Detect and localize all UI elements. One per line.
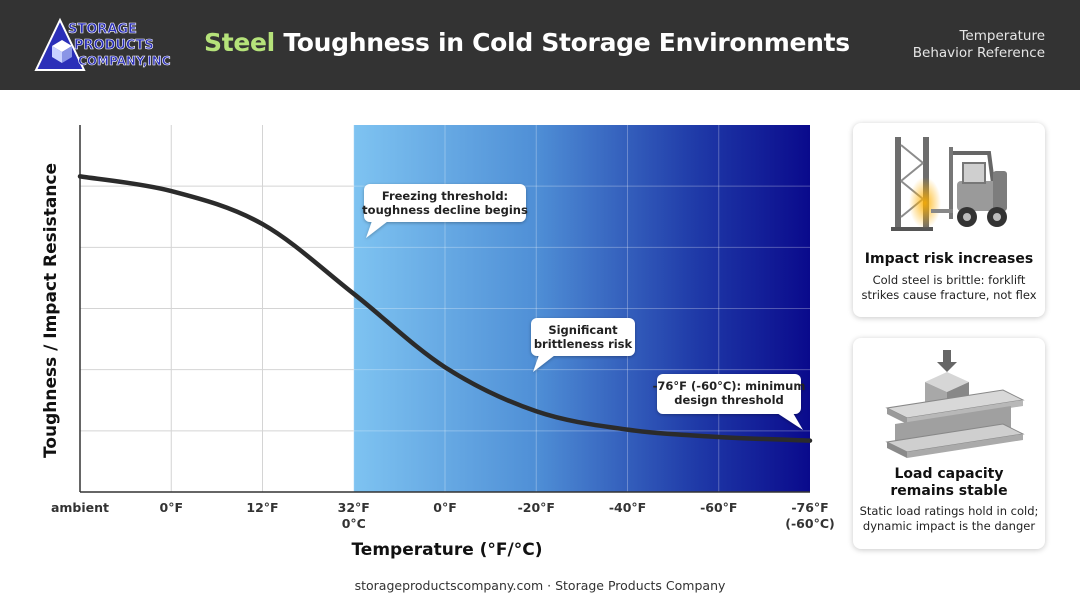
- card-impact-body: Cold steel is brittle: forklift strikes …: [859, 273, 1039, 303]
- x-tick-label-line: 0°F: [160, 500, 184, 515]
- steel-beam-load-icon: [885, 350, 1025, 458]
- x-tick-label-line: (-60°C): [785, 516, 834, 531]
- annotation-text-1: Significant brittleness risk: [534, 323, 633, 351]
- x-tick-label-3: 32°F 0°C: [338, 500, 370, 531]
- header-subtitle-line-2: Behavior Reference: [912, 45, 1045, 61]
- card-impact-title: Impact risk increases: [864, 251, 1034, 267]
- x-tick-label-4: 0°F: [433, 500, 457, 515]
- series-line-0: [77, 174, 813, 443]
- card-impact-body-line-2: strikes cause fracture, not flex: [861, 288, 1037, 302]
- annotation-text-line: Significant: [548, 323, 618, 337]
- logo-line-1: STORAGE: [68, 22, 137, 37]
- annotation-box: [531, 318, 635, 356]
- x-tick-label-line: 0°C: [342, 516, 366, 531]
- info-card-load: Load capacity remains stable Static load…: [853, 338, 1045, 549]
- x-tick-label-line: ambient: [51, 500, 109, 515]
- card-load-body: Static load ratings hold in cold; dynami…: [859, 504, 1039, 534]
- annotation-tail: [533, 355, 555, 372]
- title-accent: Steel: [204, 28, 275, 57]
- title-rest: Toughness in Cold Storage Environments: [274, 28, 850, 57]
- footer-text: storageproductscompany.com · Storage Pro…: [354, 578, 726, 593]
- forklift-rack-impact-icon: [891, 137, 1007, 231]
- y-axis-title: Toughness / Impact Resistance: [41, 163, 61, 458]
- header-subtitle: Temperature Behavior Reference: [913, 28, 1045, 62]
- annotation-callout-1: Significant brittleness risk: [531, 318, 635, 372]
- logo-line-3: COMPANY,INC: [78, 54, 171, 68]
- logo-line-2: PRODUCTS: [74, 38, 154, 53]
- x-tick-label-1: 0°F: [160, 500, 184, 515]
- x-tick-label-7: -60°F: [700, 500, 737, 515]
- card-load-title-line-2: remains stable: [890, 483, 1008, 499]
- x-tick-label-2: 12°F: [246, 500, 278, 515]
- info-card-impact: Impact risk increases Cold steel is brit…: [853, 123, 1045, 317]
- x-tick-label-5: -20°F: [518, 500, 555, 515]
- x-tick-label-line: -20°F: [518, 500, 555, 515]
- x-tick-label-line: 0°F: [433, 500, 457, 515]
- annotation-box: [657, 374, 801, 414]
- company-logo: STORAGE PRODUCTS COMPANY,INC: [34, 17, 171, 71]
- card-load-title: Load capacity remains stable: [853, 466, 1045, 500]
- x-tick-label-line: 12°F: [246, 500, 278, 515]
- x-tick-label-8: -76°F (-60°C): [785, 500, 834, 531]
- annotation-text-line: brittleness risk: [534, 337, 633, 351]
- toughness-chart: Freezing threshold: toughness decline beg…: [41, 125, 835, 560]
- card-load-body-line-1: Static load ratings hold in cold;: [859, 504, 1039, 518]
- x-axis-title: Temperature (°F/°C): [351, 540, 542, 560]
- annotation-text-line: Freezing threshold:: [382, 189, 508, 203]
- card-load-body-line-2: dynamic impact is the danger: [862, 519, 1036, 533]
- annotation-text-line: -76°F (-60°C): minimum: [653, 379, 806, 393]
- header-bar: STORAGE PRODUCTS COMPANY,INC Steel Tough…: [0, 0, 1080, 90]
- x-tick-label-line: -40°F: [609, 500, 646, 515]
- annotation-callout-0: Freezing threshold: toughness decline beg…: [362, 184, 528, 238]
- x-tick-label-line: -76°F: [791, 500, 828, 515]
- card-load-title-line-1: Load capacity: [894, 466, 1004, 482]
- x-tick-label-0: ambient: [51, 500, 109, 515]
- annotation-text-line: toughness decline begins: [362, 203, 528, 217]
- annotation-callout-2: -76°F (-60°C): minimum design threshold: [653, 374, 806, 430]
- annotation-text-2: -76°F (-60°C): minimum design threshold: [653, 379, 806, 407]
- annotation-tail: [777, 413, 803, 430]
- x-tick-label-line: -60°F: [700, 500, 737, 515]
- card-impact-body-line-1: Cold steel is brittle: forklift: [872, 273, 1026, 287]
- x-tick-label-6: -40°F: [609, 500, 646, 515]
- page-title: Steel Toughness in Cold Storage Environm…: [204, 28, 850, 57]
- annotation-box: [364, 184, 526, 222]
- header-subtitle-line-1: Temperature: [959, 28, 1045, 44]
- x-tick-label-line: 32°F: [338, 500, 370, 515]
- annotation-text-line: design threshold: [674, 393, 784, 407]
- annotation-text-0: Freezing threshold: toughness decline beg…: [362, 189, 528, 217]
- annotation-tail: [366, 221, 388, 238]
